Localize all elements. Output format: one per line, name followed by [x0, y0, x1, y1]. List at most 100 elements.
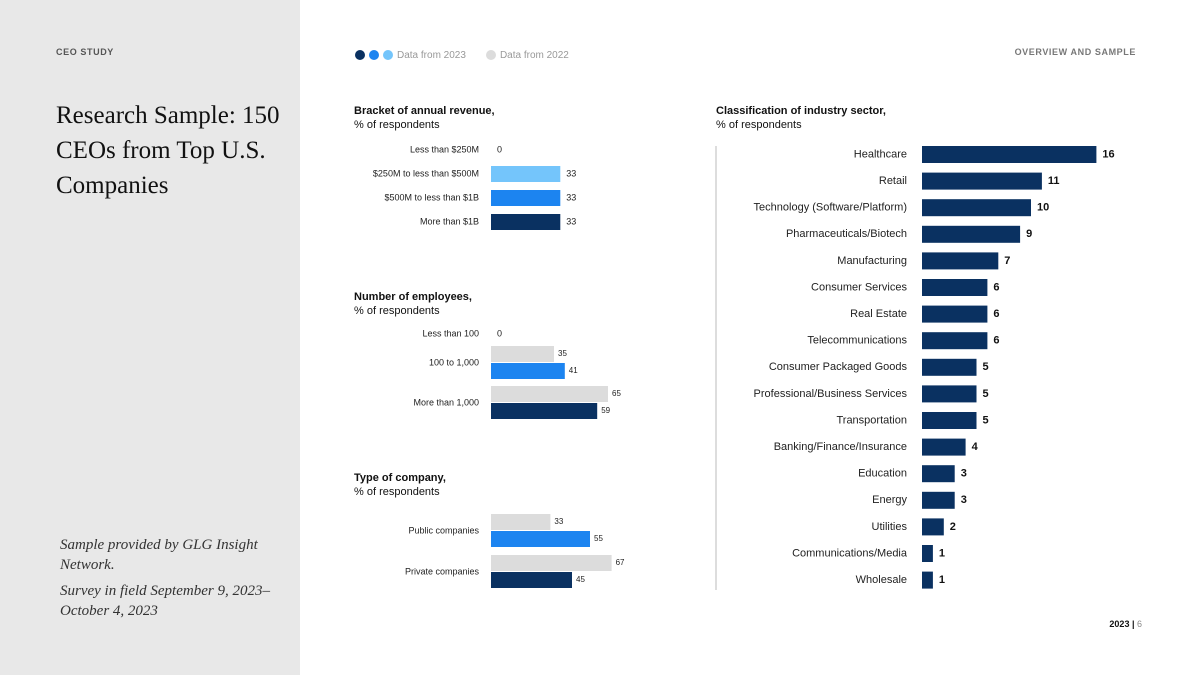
industry-bar — [922, 545, 933, 562]
employees-value-2023: 41 — [569, 366, 578, 375]
industry-value-label: 1 — [939, 574, 945, 586]
company-type-subtitle: % of respondents — [354, 486, 440, 498]
employees-value-2023: 0 — [497, 328, 502, 338]
industry-bar — [922, 146, 1097, 163]
employees-value-2023: 59 — [601, 406, 610, 415]
sample-note: Sample provided by GLG Insight Network. — [60, 537, 258, 573]
company-type-bar-2023 — [491, 531, 590, 547]
left-panel: CEO STUDY Research Sample: 150 CEOs from… — [0, 0, 300, 675]
revenue-value-label: 33 — [566, 216, 576, 226]
revenue-value-label: 33 — [566, 192, 576, 202]
legend: Data from 2023 Data from 2022 — [355, 47, 569, 63]
industry-value-label: 16 — [1102, 148, 1114, 160]
industry-bar — [922, 465, 955, 483]
legend-dot-light-blue — [383, 50, 393, 60]
revenue-category-label: $250M to less than $500M — [373, 168, 479, 178]
industry-bar — [922, 279, 988, 296]
employees-category-label: Less than 100 — [422, 328, 479, 338]
legend-label-2023: Data from 2023 — [397, 49, 466, 61]
industry-value-label: 7 — [1004, 255, 1010, 267]
industry-category-label: Communications/Media — [792, 547, 908, 559]
company-type-bar-2023 — [491, 572, 572, 588]
revenue-chart-title: Bracket of annual revenue, % of responde… — [354, 104, 495, 132]
employees-category-label: More than 1,000 — [413, 397, 479, 407]
company-type-bar-2022 — [491, 514, 551, 530]
employees-title: Number of employees, — [354, 291, 472, 303]
revenue-value-label: 0 — [497, 144, 502, 154]
industry-category-label: Education — [858, 468, 907, 480]
industry-category-label: Technology (Software/Platform) — [754, 202, 907, 214]
company-type-value-2023: 55 — [594, 534, 603, 543]
industry-bar — [922, 172, 1042, 190]
industry-bar — [922, 385, 977, 403]
legend-dot-blue — [369, 50, 379, 60]
field-dates-note: Survey in field September 9, 2023–Octobe… — [60, 583, 270, 619]
page-number: 6 — [1136, 619, 1142, 629]
page-footer: 2023 | 6 — [1109, 619, 1142, 629]
page-title: Research Sample: 150 CEOs from Top U.S. … — [56, 102, 280, 199]
industry-value-label: 5 — [983, 388, 989, 400]
industry-category-label: Retail — [879, 175, 907, 187]
industry-category-label: Telecommunications — [807, 335, 907, 347]
company-type-title: Type of company, — [354, 472, 446, 484]
revenue-subtitle: % of respondents — [354, 119, 440, 131]
industry-category-label: Energy — [872, 494, 907, 506]
revenue-category-label: Less than $250M — [410, 144, 479, 154]
industry-value-label: 6 — [993, 335, 999, 347]
industry-value-label: 6 — [993, 308, 999, 320]
company-type-bar-2022 — [491, 555, 612, 571]
industry-value-label: 6 — [993, 281, 999, 293]
industry-category-label: Real Estate — [850, 308, 907, 320]
industry-category-label: Pharmaceuticals/Biotech — [786, 228, 907, 240]
industry-category-label: Professional/Business Services — [754, 388, 908, 400]
industry-bar — [922, 332, 988, 350]
company-type-value-2023: 45 — [576, 575, 585, 584]
eyebrow-label: CEO STUDY — [56, 47, 114, 57]
employees-bar-2022 — [491, 346, 554, 362]
revenue-category-label: More than $1B — [420, 216, 479, 226]
industry-bar — [922, 199, 1031, 217]
industry-value-label: 11 — [1048, 175, 1060, 187]
employees-category-label: 100 to 1,000 — [429, 357, 479, 367]
revenue-bar — [491, 190, 561, 206]
industry-value-label: 5 — [983, 414, 989, 426]
industry-bar — [922, 438, 966, 456]
company-type-value-2022: 33 — [554, 517, 563, 526]
industry-category-label: Transportation — [836, 414, 907, 426]
footer-year: 2023 — [1109, 619, 1130, 629]
industry-bar — [922, 491, 955, 509]
employees-bar-2022 — [491, 386, 608, 402]
industry-bar — [922, 518, 944, 536]
industry-category-label: Manufacturing — [837, 255, 907, 267]
company-type-category-label: Private companies — [405, 566, 480, 576]
industry-value-label: 1 — [939, 547, 945, 559]
industry-bar — [922, 305, 988, 323]
industry-title: Classification of industry sector, — [716, 105, 886, 117]
revenue-bar — [491, 166, 561, 182]
industry-value-label: 5 — [983, 361, 989, 373]
company-type-value-2022: 67 — [616, 558, 625, 567]
industry-value-label: 2 — [950, 521, 956, 533]
company-type-chart-title: Type of company, % of respondents — [354, 471, 446, 499]
industry-value-label: 10 — [1037, 202, 1049, 214]
employees-value-2022: 65 — [612, 389, 621, 398]
industry-category-label: Wholesale — [856, 574, 907, 586]
revenue-title: Bracket of annual revenue, — [354, 105, 495, 117]
employees-bar-2023 — [491, 363, 565, 379]
industry-bar — [922, 571, 933, 589]
industry-chart-title: Classification of industry sector, % of … — [716, 104, 886, 132]
employees-value-2022: 35 — [558, 349, 567, 358]
revenue-bar — [491, 214, 561, 230]
industry-value-label: 3 — [961, 494, 967, 506]
industry-category-label: Consumer Packaged Goods — [769, 361, 908, 373]
industry-bar — [922, 225, 1021, 243]
industry-value-label: 9 — [1026, 228, 1032, 240]
employees-subtitle: % of respondents — [354, 305, 440, 317]
legend-dot-navy — [355, 50, 365, 60]
legend-dot-gray — [485, 50, 496, 60]
industry-value-label: 4 — [972, 441, 979, 453]
industry-category-label: Utilities — [872, 521, 908, 533]
industry-bar — [922, 358, 977, 376]
revenue-value-label: 33 — [566, 168, 576, 178]
legend-label-2022: Data from 2022 — [499, 49, 569, 61]
